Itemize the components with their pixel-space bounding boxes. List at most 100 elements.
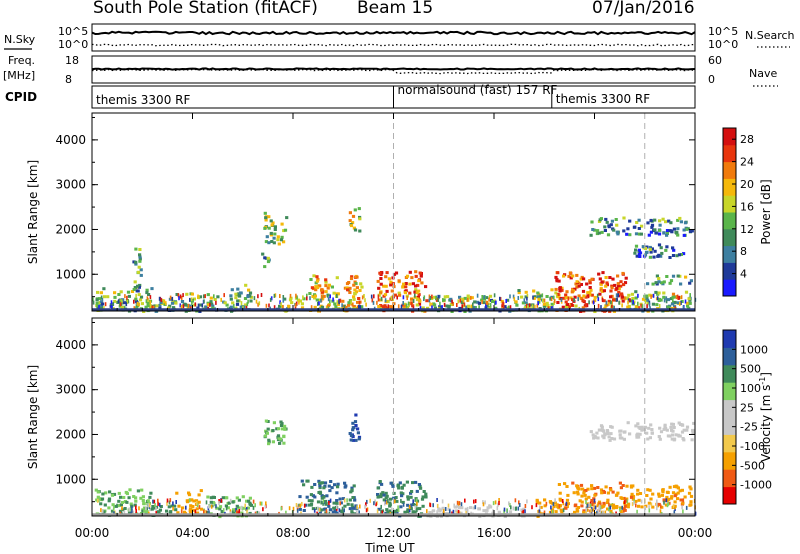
noise-cell [524, 509, 526, 514]
echo-cell [382, 284, 386, 288]
echo-cell [678, 489, 682, 493]
noise-cell [604, 510, 607, 515]
echo-cell [149, 306, 153, 310]
echo-cell [621, 271, 625, 275]
echo-cell [246, 506, 250, 510]
echo-cell [349, 277, 354, 281]
echo-cell [187, 493, 192, 497]
echo-cell [665, 495, 669, 499]
echo-cell [266, 427, 270, 431]
colorbar-tick-label: -500 [740, 459, 765, 472]
echo-cell [137, 265, 141, 269]
echo-cell [577, 284, 581, 288]
echo-cell [637, 498, 641, 502]
echo-cell [135, 306, 139, 310]
noise-cell [449, 298, 452, 303]
echo-cell [102, 510, 106, 514]
noise-cell [380, 504, 382, 509]
echo-cell [550, 508, 555, 512]
echo-cell [121, 298, 125, 302]
noise-cell [426, 509, 428, 514]
echo-cell [272, 241, 276, 245]
echo-cell [352, 283, 356, 287]
echo-cell [263, 226, 267, 230]
echo-cell [650, 223, 655, 227]
echo-cell [564, 506, 568, 510]
noise-cell [138, 506, 140, 511]
echo-cell [339, 501, 343, 505]
noise-cell [135, 505, 137, 510]
echo-cell [676, 274, 680, 278]
noise-cell [255, 299, 258, 304]
noise-cell [410, 301, 413, 306]
echo-cell [681, 501, 685, 505]
noise-cell [554, 498, 556, 503]
echo-cell [107, 506, 111, 510]
echo-cell [683, 495, 687, 499]
noise-cell [179, 303, 182, 308]
echo-cell [137, 293, 141, 297]
echo-cell [351, 438, 355, 442]
echo-cell [180, 300, 185, 303]
noise-cell [110, 300, 113, 305]
colorbar-swatch [723, 469, 736, 488]
echo-cell [567, 305, 571, 308]
noise-cell [204, 294, 206, 299]
echo-cell [643, 425, 647, 429]
echo-cell [323, 507, 327, 511]
echo-cell [425, 299, 429, 303]
noise-cell [322, 499, 325, 504]
noise-cell [358, 510, 360, 515]
echo-cell [637, 227, 641, 230]
echo-cell [638, 251, 643, 255]
noise-cell [198, 505, 201, 510]
noise-cell [270, 296, 273, 301]
noise-cell [679, 301, 681, 306]
echo-cell [569, 303, 573, 306]
echo-cell [415, 303, 419, 307]
echo-cell [198, 295, 203, 299]
noise-cell [656, 499, 658, 504]
echo-cell [390, 289, 394, 293]
echo-cell [649, 230, 653, 234]
noise-cell [365, 502, 367, 507]
echo-cell [133, 280, 137, 284]
noise-cell [428, 298, 431, 303]
echo-cell [676, 218, 680, 222]
noise-cell [238, 509, 241, 513]
noise-cell [182, 293, 184, 298]
noise-cell [389, 305, 392, 310]
noise-cell [608, 302, 610, 306]
noise-cell [616, 297, 618, 302]
x-tick-label: 08:00 [276, 526, 311, 540]
echo-cell [357, 435, 362, 439]
noise-cell [209, 302, 211, 307]
echo-cell [216, 295, 220, 299]
echo-cell [648, 245, 652, 249]
echo-cell [441, 506, 445, 510]
echo-cell [599, 282, 603, 286]
noise-cell [601, 298, 604, 302]
noise-cell [467, 305, 470, 310]
noise-cell [599, 505, 602, 510]
echo-cell [610, 437, 614, 440]
echo-cell [465, 305, 469, 309]
noise-cell [240, 301, 243, 306]
echo-cell [582, 294, 586, 298]
noise-cell [155, 506, 157, 511]
echo-cell [237, 506, 241, 510]
noise-cell [462, 298, 465, 303]
echo-cell [610, 286, 614, 290]
noise-cell [608, 502, 610, 507]
echo-cell [554, 510, 558, 514]
echo-cell [415, 489, 419, 493]
echo-cell [411, 282, 415, 286]
echo-cell [153, 304, 157, 308]
noise-cell [588, 503, 590, 508]
echo-cell [665, 229, 670, 232]
echo-cell [671, 422, 675, 426]
noise-cell [553, 299, 556, 304]
noise-cell [457, 299, 460, 304]
noise-cell [190, 507, 193, 512]
echo-cell [477, 507, 481, 511]
